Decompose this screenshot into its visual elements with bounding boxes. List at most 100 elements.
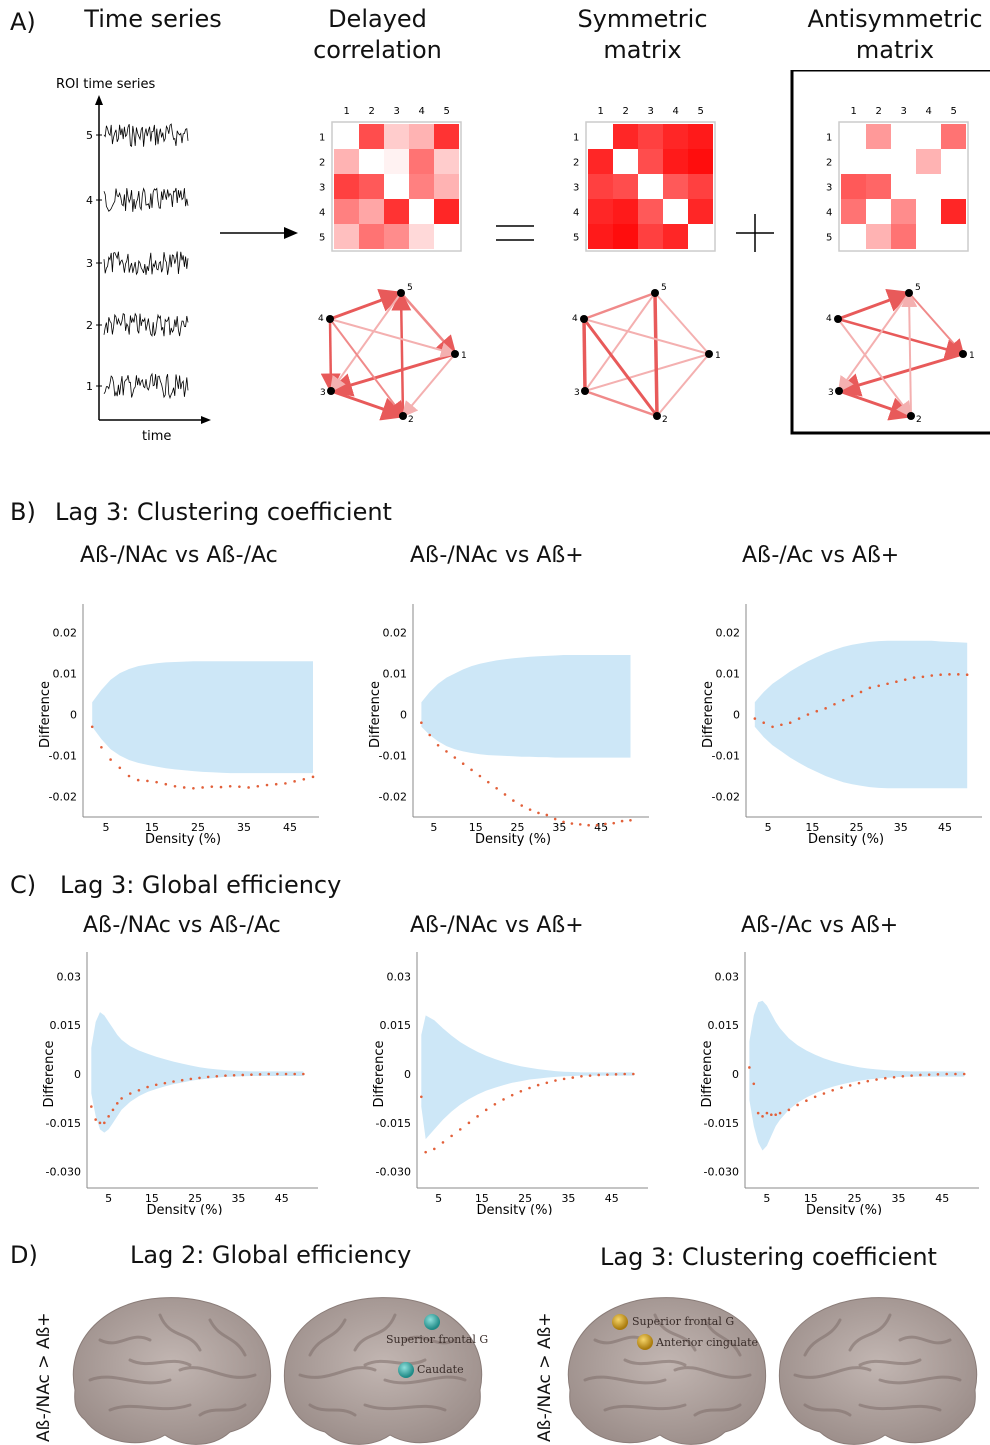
data-point [146,1085,149,1089]
matrix-cell [588,199,613,224]
chart-c1-title: Aß-/NAc vs Aß-/Ac [83,913,281,938]
graph-node-label: 4 [572,314,578,324]
data-point [436,743,440,747]
panel-b-letter: B) [10,498,36,526]
graph-edge [401,353,456,418]
x-tick-label: 45 [935,1192,949,1205]
data-point [545,813,549,817]
brain-sulcus [88,1375,172,1385]
data-point [788,721,792,724]
graph-edge [391,290,412,417]
matrix-cell [916,174,941,199]
graph-edge [330,389,406,421]
y-tick-label: -0.030 [46,1166,81,1179]
null-distribution-band [421,1015,634,1140]
y-tick-label: 0 [733,709,740,722]
y-tick-label: 0.02 [53,627,78,640]
data-point [512,799,515,802]
brain-shape [72,1297,272,1445]
x-tick-label: 45 [283,821,297,834]
roi-series-line [103,312,189,337]
data-point [232,1074,236,1077]
data-point [528,1086,531,1090]
delayed-correlation-matrix: 1 1 2 2 3 3 4 4 5 5 [319,106,462,252]
data-point [276,1072,279,1076]
y-tick-label: -0.01 [49,750,77,763]
y-tick-label: -0.015 [376,1117,411,1130]
x-tick-label: 5 [435,1192,442,1205]
matrix-cell [841,174,866,199]
data-point [172,1080,175,1083]
chart-c1: 0.03 0.015 0 -0.015 -0.030 5 15 25 35 45 Density (… [42,952,318,1215]
label-caudate: Caudate [417,1363,464,1376]
data-point [806,713,810,716]
matrix-cell [841,124,866,149]
panel-d-letter: D) [10,1241,38,1269]
data-point [877,684,880,688]
symmetric-graph: 1 2 3 4 5 [572,283,721,425]
chart-b1-title: Aß-/NAc vs Aß-/Ac [80,543,278,568]
data-point [912,676,916,679]
data-point [537,811,540,815]
matrix-cell [891,149,916,174]
marker-superior-frontal-right [612,1314,628,1330]
data-point [476,1115,479,1118]
data-point [293,780,296,783]
y-axis-label: Difference [700,1040,715,1107]
matrix-cell [613,149,638,174]
matrix-row-label: 3 [573,183,579,194]
matrix-cell [359,174,384,199]
y-tick-label: 0.01 [716,668,741,681]
y-tick-label: -0.030 [704,1166,739,1179]
matrix-col-label: 2 [876,106,882,117]
chart-c3-title: Aß-/Ac vs Aß+ [741,913,899,938]
matrix-cell [688,124,713,149]
chart-b3: 0.02 0.01 0 -0.01 -0.02 5 15 25 35 45 Density (%) D… [701,604,982,847]
matrix-cell [409,199,434,224]
data-point [562,820,565,824]
brain-lateral-left-1 [72,1297,272,1445]
data-point [478,774,482,778]
panel-b-title: Lag 3: Clustering coefficient [55,498,392,526]
matrix-cell [916,224,941,249]
matrix-col-label: 4 [673,106,679,117]
matrix-cell [588,124,613,149]
null-distribution-band [91,1012,304,1133]
roi-series-line [103,251,189,276]
data-point [796,1103,799,1107]
data-point [428,733,432,737]
graph-node-label: 4 [826,314,832,324]
data-point [578,823,582,826]
graph-node [705,350,713,358]
data-point [120,1097,123,1100]
matrix-row-label: 5 [826,233,832,244]
data-point [554,1079,557,1082]
data-point [774,1113,777,1117]
graph-node [651,289,659,297]
y-axis-label: Difference [38,681,53,748]
brain-sulcus [803,1403,852,1417]
brain-medial-right-2 [567,1297,767,1445]
data-point [903,678,907,681]
matrix-cell [613,224,638,249]
null-distribution-band [749,1000,965,1151]
graph-node [907,412,915,420]
x-tick-label: 25 [191,821,205,834]
marker-superior-frontal-left [424,1314,440,1330]
x-axis-label: Density (%) [808,832,884,847]
graph-node [451,350,459,358]
data-point [965,673,969,677]
data-point [250,1073,253,1076]
y-tick-label: 0.02 [716,627,741,640]
graph-node [581,387,589,395]
data-point [267,1072,271,1076]
data-point [128,1092,132,1095]
brain-sulcus [793,1366,872,1379]
matrix-cell [384,199,409,224]
matrix-row-label: 2 [573,158,579,169]
matrix-row-label: 1 [826,133,832,144]
matrix-row-label: 1 [573,133,579,144]
data-point [453,756,457,759]
brain-sulcus [98,1335,152,1345]
